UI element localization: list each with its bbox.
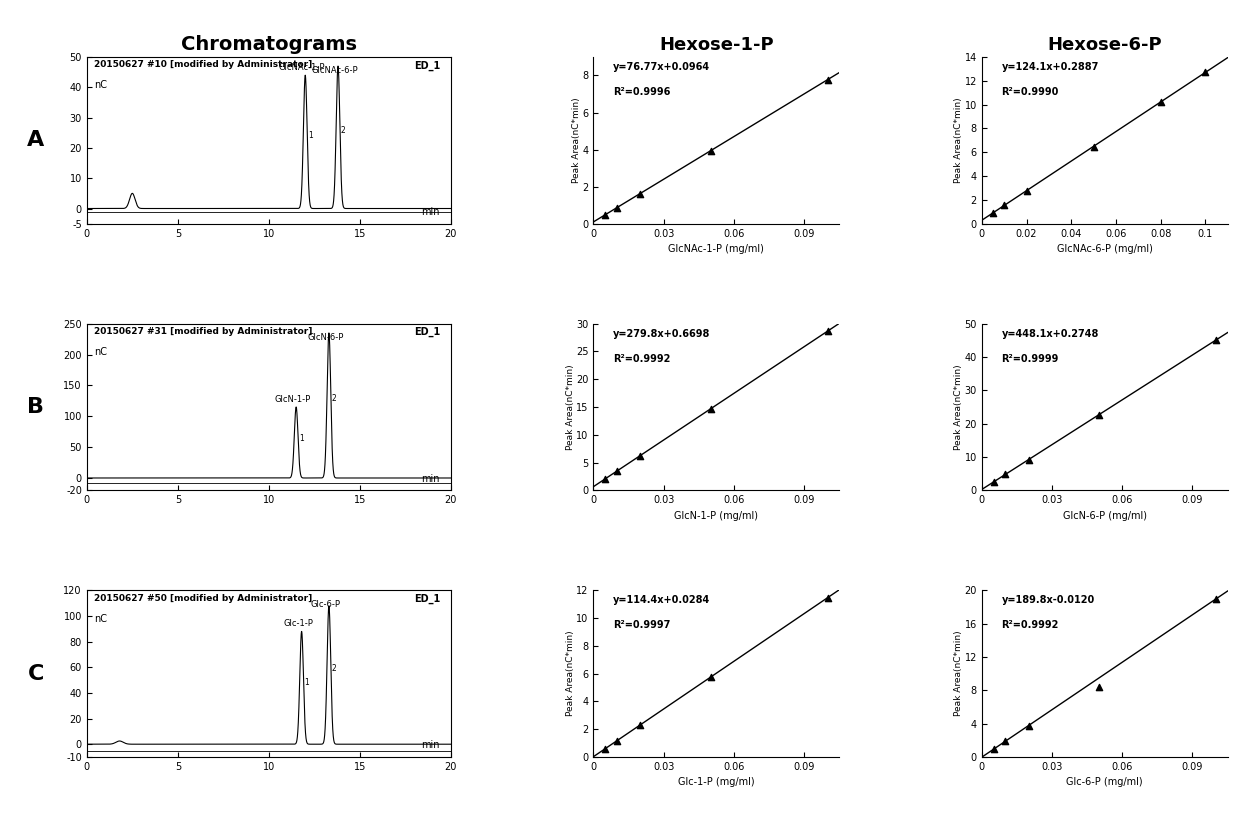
Title: Hexose-6-P: Hexose-6-P [1048,36,1162,54]
Point [1207,593,1226,606]
Point [630,449,650,462]
Text: min: min [422,741,440,751]
Text: nC: nC [94,614,107,624]
Point [1207,334,1226,347]
Text: y=76.77x+0.0964: y=76.77x+0.0964 [613,62,711,72]
Text: 1: 1 [309,131,312,140]
Text: R²=0.9992: R²=0.9992 [613,353,671,364]
Point [817,74,837,87]
Point [1089,681,1109,694]
Text: R²=0.9992: R²=0.9992 [1002,620,1059,630]
Point [817,591,837,604]
Text: R²=0.9997: R²=0.9997 [613,620,671,630]
Text: GlcN-6-P: GlcN-6-P [308,333,343,342]
Point [606,465,626,478]
Point [817,325,837,338]
Point [983,475,1003,488]
Y-axis label: Peak Area(nC*min): Peak Area(nC*min) [955,98,963,183]
Point [606,202,626,215]
Text: 1: 1 [299,435,304,444]
X-axis label: GlcNAc-1-P (mg/ml): GlcNAc-1-P (mg/ml) [668,244,764,254]
Text: 2: 2 [332,394,336,403]
Point [994,199,1014,212]
X-axis label: Glc-6-P (mg/ml): Glc-6-P (mg/ml) [1066,777,1143,787]
Text: y=448.1x+0.2748: y=448.1x+0.2748 [1002,329,1099,339]
Title: Chromatograms: Chromatograms [181,35,357,54]
Text: 1: 1 [305,677,309,687]
Text: R²=0.9990: R²=0.9990 [1002,87,1059,97]
Y-axis label: Peak Area(nC*min): Peak Area(nC*min) [565,631,575,716]
Y-axis label: Peak Area(nC*min): Peak Area(nC*min) [565,364,574,450]
Point [1084,140,1104,153]
Point [701,402,720,415]
Point [1017,184,1037,197]
Text: y=189.8x-0.0120: y=189.8x-0.0120 [1002,595,1095,606]
Point [983,742,1003,755]
Point [630,718,650,731]
Point [630,187,650,200]
Point [1019,719,1039,732]
Point [701,145,720,158]
Point [701,671,720,684]
Point [996,735,1016,748]
Point [595,472,615,485]
Text: Glc-1-P: Glc-1-P [283,619,312,628]
Text: R²=0.9996: R²=0.9996 [613,87,671,97]
Text: y=279.8x+0.6698: y=279.8x+0.6698 [613,329,711,339]
Text: nC: nC [94,347,107,357]
Text: GlcNAc-1-P: GlcNAc-1-P [278,63,325,72]
Text: 20150627 #50 [modified by Administrator]: 20150627 #50 [modified by Administrator] [94,593,312,602]
Text: R²=0.9999: R²=0.9999 [1002,353,1059,364]
Text: B: B [27,397,45,417]
Y-axis label: Peak Area(nC*min): Peak Area(nC*min) [955,364,963,450]
X-axis label: Glc-1-P (mg/ml): Glc-1-P (mg/ml) [678,777,755,787]
Text: 2: 2 [341,125,346,134]
Text: 20150627 #10 [modified by Administrator]: 20150627 #10 [modified by Administrator] [94,60,312,69]
Point [983,206,1003,219]
Text: y=124.1x+0.2887: y=124.1x+0.2887 [1002,62,1099,72]
Text: GlcNAc-6-P: GlcNAc-6-P [311,66,357,75]
Title: Hexose-1-P: Hexose-1-P [658,36,774,54]
Text: GlcN-1-P: GlcN-1-P [274,395,311,404]
Text: ED_1: ED_1 [414,327,440,337]
Text: min: min [422,474,440,484]
Text: nC: nC [94,81,107,90]
Text: ED_1: ED_1 [414,60,440,71]
Text: ED_1: ED_1 [414,593,440,604]
Text: 2: 2 [332,663,336,672]
Point [1151,96,1171,109]
X-axis label: GlcN-1-P (mg/ml): GlcN-1-P (mg/ml) [675,510,759,521]
Y-axis label: Peak Area(nC*min): Peak Area(nC*min) [572,98,582,183]
Text: Glc-6-P: Glc-6-P [310,600,340,609]
X-axis label: GlcN-6-P (mg/ml): GlcN-6-P (mg/ml) [1063,510,1147,521]
Point [1195,66,1215,79]
Text: A: A [27,130,45,151]
Text: min: min [422,207,440,217]
Text: y=114.4x+0.0284: y=114.4x+0.0284 [613,595,711,606]
X-axis label: GlcNAc-6-P (mg/ml): GlcNAc-6-P (mg/ml) [1056,244,1153,254]
Point [595,209,615,222]
Text: 20150627 #31 [modified by Administrator]: 20150627 #31 [modified by Administrator] [94,327,312,336]
Text: C: C [27,663,43,684]
Point [595,742,615,755]
Point [606,734,626,747]
Point [1089,409,1109,422]
Point [1019,453,1039,466]
Point [996,468,1016,481]
Y-axis label: Peak Area(nC*min): Peak Area(nC*min) [955,631,963,716]
